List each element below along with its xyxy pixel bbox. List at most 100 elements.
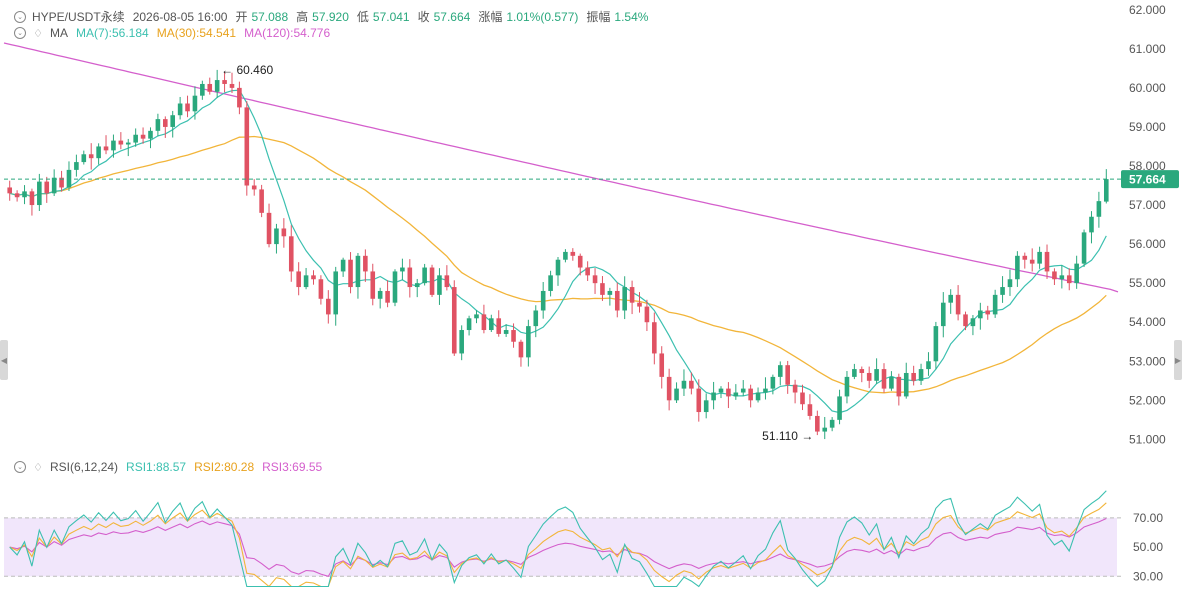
candle-body (763, 388, 768, 393)
candle-body (170, 115, 176, 127)
candle-body (140, 134, 146, 139)
collapse-chevron-icon[interactable]: ⌄ (14, 461, 26, 473)
candle-body (22, 191, 27, 198)
candle-body (889, 376, 894, 389)
open-value: 57.088 (251, 9, 289, 24)
candle-body (148, 130, 153, 139)
candle-body (629, 287, 635, 303)
datetime-label: 2026-08-05 16:00 (132, 9, 228, 24)
candle-body (978, 310, 983, 319)
candle-body (563, 251, 568, 260)
candle-body (940, 302, 946, 327)
bell-icon[interactable]: ♢ (33, 27, 43, 40)
candle-body (266, 212, 272, 245)
ohlc-header: ⌄ HYPE/USDT永续 2026-08-05 16:00 开 57.088 … (14, 8, 648, 25)
candle-body (740, 388, 746, 393)
candle-body (392, 271, 398, 303)
collapse-chevron-icon[interactable]: ⌄ (14, 27, 26, 39)
rsi2-line (9, 502, 1107, 588)
candle-body (755, 392, 761, 401)
rsi-label: RSI(6,12,24) (50, 460, 119, 474)
candle-body (474, 314, 479, 319)
ma7-value: MA(7):56.184 (76, 26, 149, 40)
candle-body (1103, 179, 1109, 202)
candle-body (451, 287, 457, 354)
candle-body (985, 310, 991, 315)
ma-label: MA (50, 26, 68, 40)
candle-body (303, 275, 309, 288)
candle-body (511, 330, 516, 342)
y-tick-label: 61.000 (1129, 42, 1166, 56)
candle-body (1052, 271, 1057, 280)
candle-body (792, 384, 798, 393)
candle-body (852, 369, 857, 377)
scroll-left-icon[interactable]: ◀ (0, 340, 8, 380)
close-value: 57.664 (433, 9, 471, 24)
y-tick-label: 57.000 (1129, 198, 1166, 212)
candle-body (837, 396, 842, 420)
candle-body (400, 267, 405, 272)
candle-body (1037, 251, 1042, 264)
ma120-value: MA(120):54.776 (244, 26, 331, 40)
candle-body (711, 392, 716, 401)
candle-body (496, 318, 502, 334)
open-label: 开 (235, 10, 248, 24)
rsi-tick-label: 70.00 (1133, 511, 1163, 525)
rsi1-value: RSI1:88.57 (126, 460, 187, 474)
scroll-right-icon[interactable]: ▶ (1174, 340, 1182, 380)
candle-body (607, 290, 613, 295)
collapse-chevron-icon[interactable]: ⌄ (14, 10, 26, 23)
candle-body (29, 191, 35, 206)
candle-body (326, 298, 331, 315)
candle-body (800, 392, 805, 405)
candle-body (414, 283, 420, 288)
candle-body (733, 392, 739, 397)
candle-body (1096, 201, 1102, 217)
candle-body (437, 275, 442, 295)
candle-body (111, 140, 116, 151)
amplitude-label: 振幅 (586, 10, 611, 24)
candle-body (311, 275, 316, 280)
candle-body (933, 326, 939, 362)
candle-body (103, 146, 109, 151)
candle-body (911, 372, 916, 381)
candle-body (1089, 216, 1094, 233)
candle-body (44, 181, 50, 194)
y-tick-label: 51.000 (1129, 432, 1166, 446)
candle-body (274, 228, 279, 245)
candle-body (207, 83, 213, 92)
candle-body (407, 267, 413, 288)
candle-body (244, 107, 250, 186)
candle-body (229, 83, 235, 88)
candle-body (81, 154, 87, 163)
candle-body (696, 388, 702, 413)
low-value: 57.041 (372, 9, 410, 24)
candle-body (59, 177, 64, 188)
candle-body (1081, 232, 1087, 264)
candle-body (237, 87, 242, 108)
rsi-header: ⌄ ♢ RSI(6,12,24) RSI1:88.57 RSI2:80.28 R… (14, 460, 322, 474)
bell-icon[interactable]: ♢ (33, 461, 43, 474)
candle-body (259, 189, 264, 213)
y-tick-label: 60.000 (1129, 81, 1166, 95)
y-tick-label: 54.000 (1129, 315, 1166, 329)
candle-body (385, 290, 390, 303)
y-tick-label: 58.000 (1129, 159, 1166, 173)
change-label: 涨幅 (478, 10, 503, 24)
candle-body (296, 271, 301, 288)
high-label: 高 (296, 10, 309, 24)
y-tick-label: 59.000 (1129, 120, 1166, 134)
candle-body (874, 369, 879, 381)
low-annotation: 51.110 → (762, 429, 813, 443)
candle-body (866, 372, 872, 381)
candle-body (177, 103, 183, 116)
candle-body (881, 369, 887, 389)
candle-body (859, 369, 865, 373)
candle-body (118, 140, 124, 145)
rsi-tick-label: 30.00 (1133, 569, 1163, 583)
candle-body (1007, 279, 1013, 288)
candle-body (518, 341, 524, 358)
ma30-line (9, 135, 1107, 394)
candle-body (125, 142, 131, 145)
